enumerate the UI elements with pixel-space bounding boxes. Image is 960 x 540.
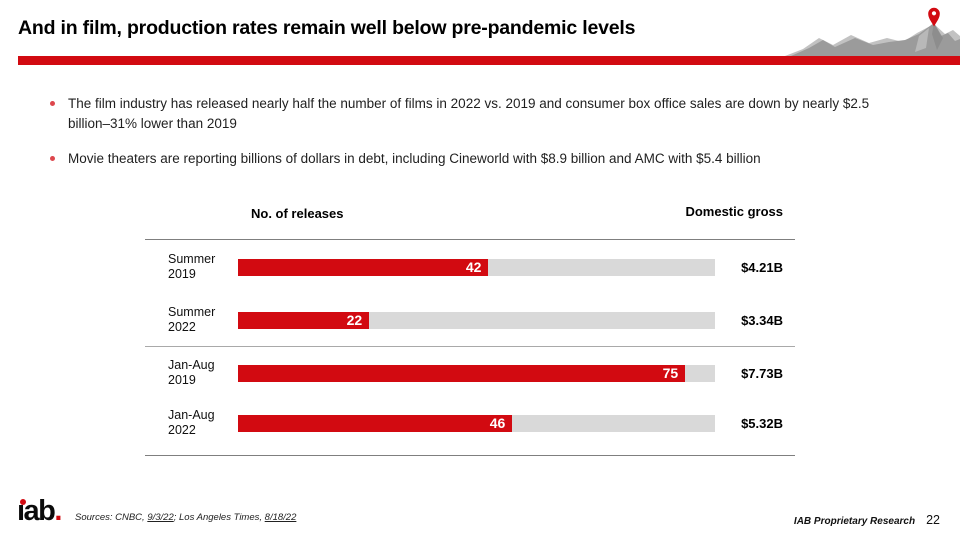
gross-value: $7.73B bbox=[741, 365, 783, 381]
bar-track: 22 bbox=[238, 311, 715, 329]
bar-fill: 22 bbox=[238, 311, 370, 329]
page-title: And in film, production rates remain wel… bbox=[18, 17, 636, 39]
row-label: Summer 2022 bbox=[168, 304, 216, 335]
bar-fill: 75 bbox=[238, 364, 686, 382]
bar-fill: 46 bbox=[238, 414, 513, 432]
logo-period: . bbox=[54, 495, 62, 527]
row-label: Summer 2019 bbox=[168, 251, 216, 282]
iab-logo: ıab. bbox=[17, 495, 62, 527]
bar-value: 22 bbox=[346, 312, 363, 328]
gross-value: $3.34B bbox=[741, 312, 783, 328]
releases-chart: No. of releases Domestic gross Summer 20… bbox=[145, 200, 795, 460]
mountain-graphic bbox=[785, 7, 960, 56]
table-row: Jan-Aug 2022 46 $5.32B bbox=[145, 399, 795, 447]
page-number: 22 bbox=[926, 513, 940, 527]
bar-value: 75 bbox=[662, 365, 679, 381]
col-header-gross: Domestic gross bbox=[685, 204, 783, 219]
bullet-item: Movie theaters are reporting billions of… bbox=[50, 149, 880, 169]
row-label: Jan-Aug 2019 bbox=[168, 357, 215, 388]
table-bottom-border bbox=[145, 455, 795, 456]
proprietary-label: IAB Proprietary Research bbox=[793, 516, 916, 527]
bullet-list: The film industry has released nearly ha… bbox=[50, 94, 880, 169]
bar-fill: 42 bbox=[238, 258, 489, 276]
title-underline bbox=[18, 56, 960, 65]
sources-note: Sources: CNBC, 9/3/22; Los Angeles Times… bbox=[75, 512, 296, 523]
table-header-divider bbox=[145, 239, 795, 240]
mountain-facet bbox=[932, 23, 943, 50]
row-label: Jan-Aug 2022 bbox=[168, 407, 215, 438]
bullet-text: The film industry has released nearly ha… bbox=[68, 96, 870, 131]
table-row: Summer 2022 22 $3.34B bbox=[145, 296, 795, 344]
bar-track: 46 bbox=[238, 414, 715, 432]
bar-track: 75 bbox=[238, 364, 715, 382]
mountain-facet bbox=[915, 28, 929, 52]
bar-value: 46 bbox=[489, 415, 506, 431]
bar-track: 42 bbox=[238, 258, 715, 276]
sources-mid: ; Los Angeles Times, bbox=[173, 512, 265, 523]
group-divider bbox=[145, 346, 795, 347]
table-row: Jan-Aug 2019 75 $7.73B bbox=[145, 349, 795, 397]
bullet-text: Movie theaters are reporting billions of… bbox=[68, 151, 761, 166]
table-row: Summer 2019 42 $4.21B bbox=[145, 243, 795, 291]
col-header-releases: No. of releases bbox=[251, 206, 344, 221]
chart-header-row: No. of releases Domestic gross bbox=[145, 204, 795, 222]
source-link[interactable]: 8/18/22 bbox=[264, 512, 297, 523]
gross-value: $4.21B bbox=[741, 259, 783, 275]
location-pin-icon bbox=[928, 7, 940, 27]
bullet-item: The film industry has released nearly ha… bbox=[50, 94, 880, 133]
source-link[interactable]: 9/3/22 bbox=[147, 512, 174, 523]
logo-i-dot-icon bbox=[20, 499, 26, 505]
footer-right: IAB Proprietary Research 22 bbox=[794, 513, 940, 527]
gross-value: $5.32B bbox=[741, 415, 783, 431]
sources-prefix: Sources: CNBC, bbox=[75, 512, 148, 523]
bullet-icon bbox=[50, 156, 55, 161]
bar-value: 42 bbox=[465, 259, 482, 275]
bullet-icon bbox=[50, 101, 55, 106]
